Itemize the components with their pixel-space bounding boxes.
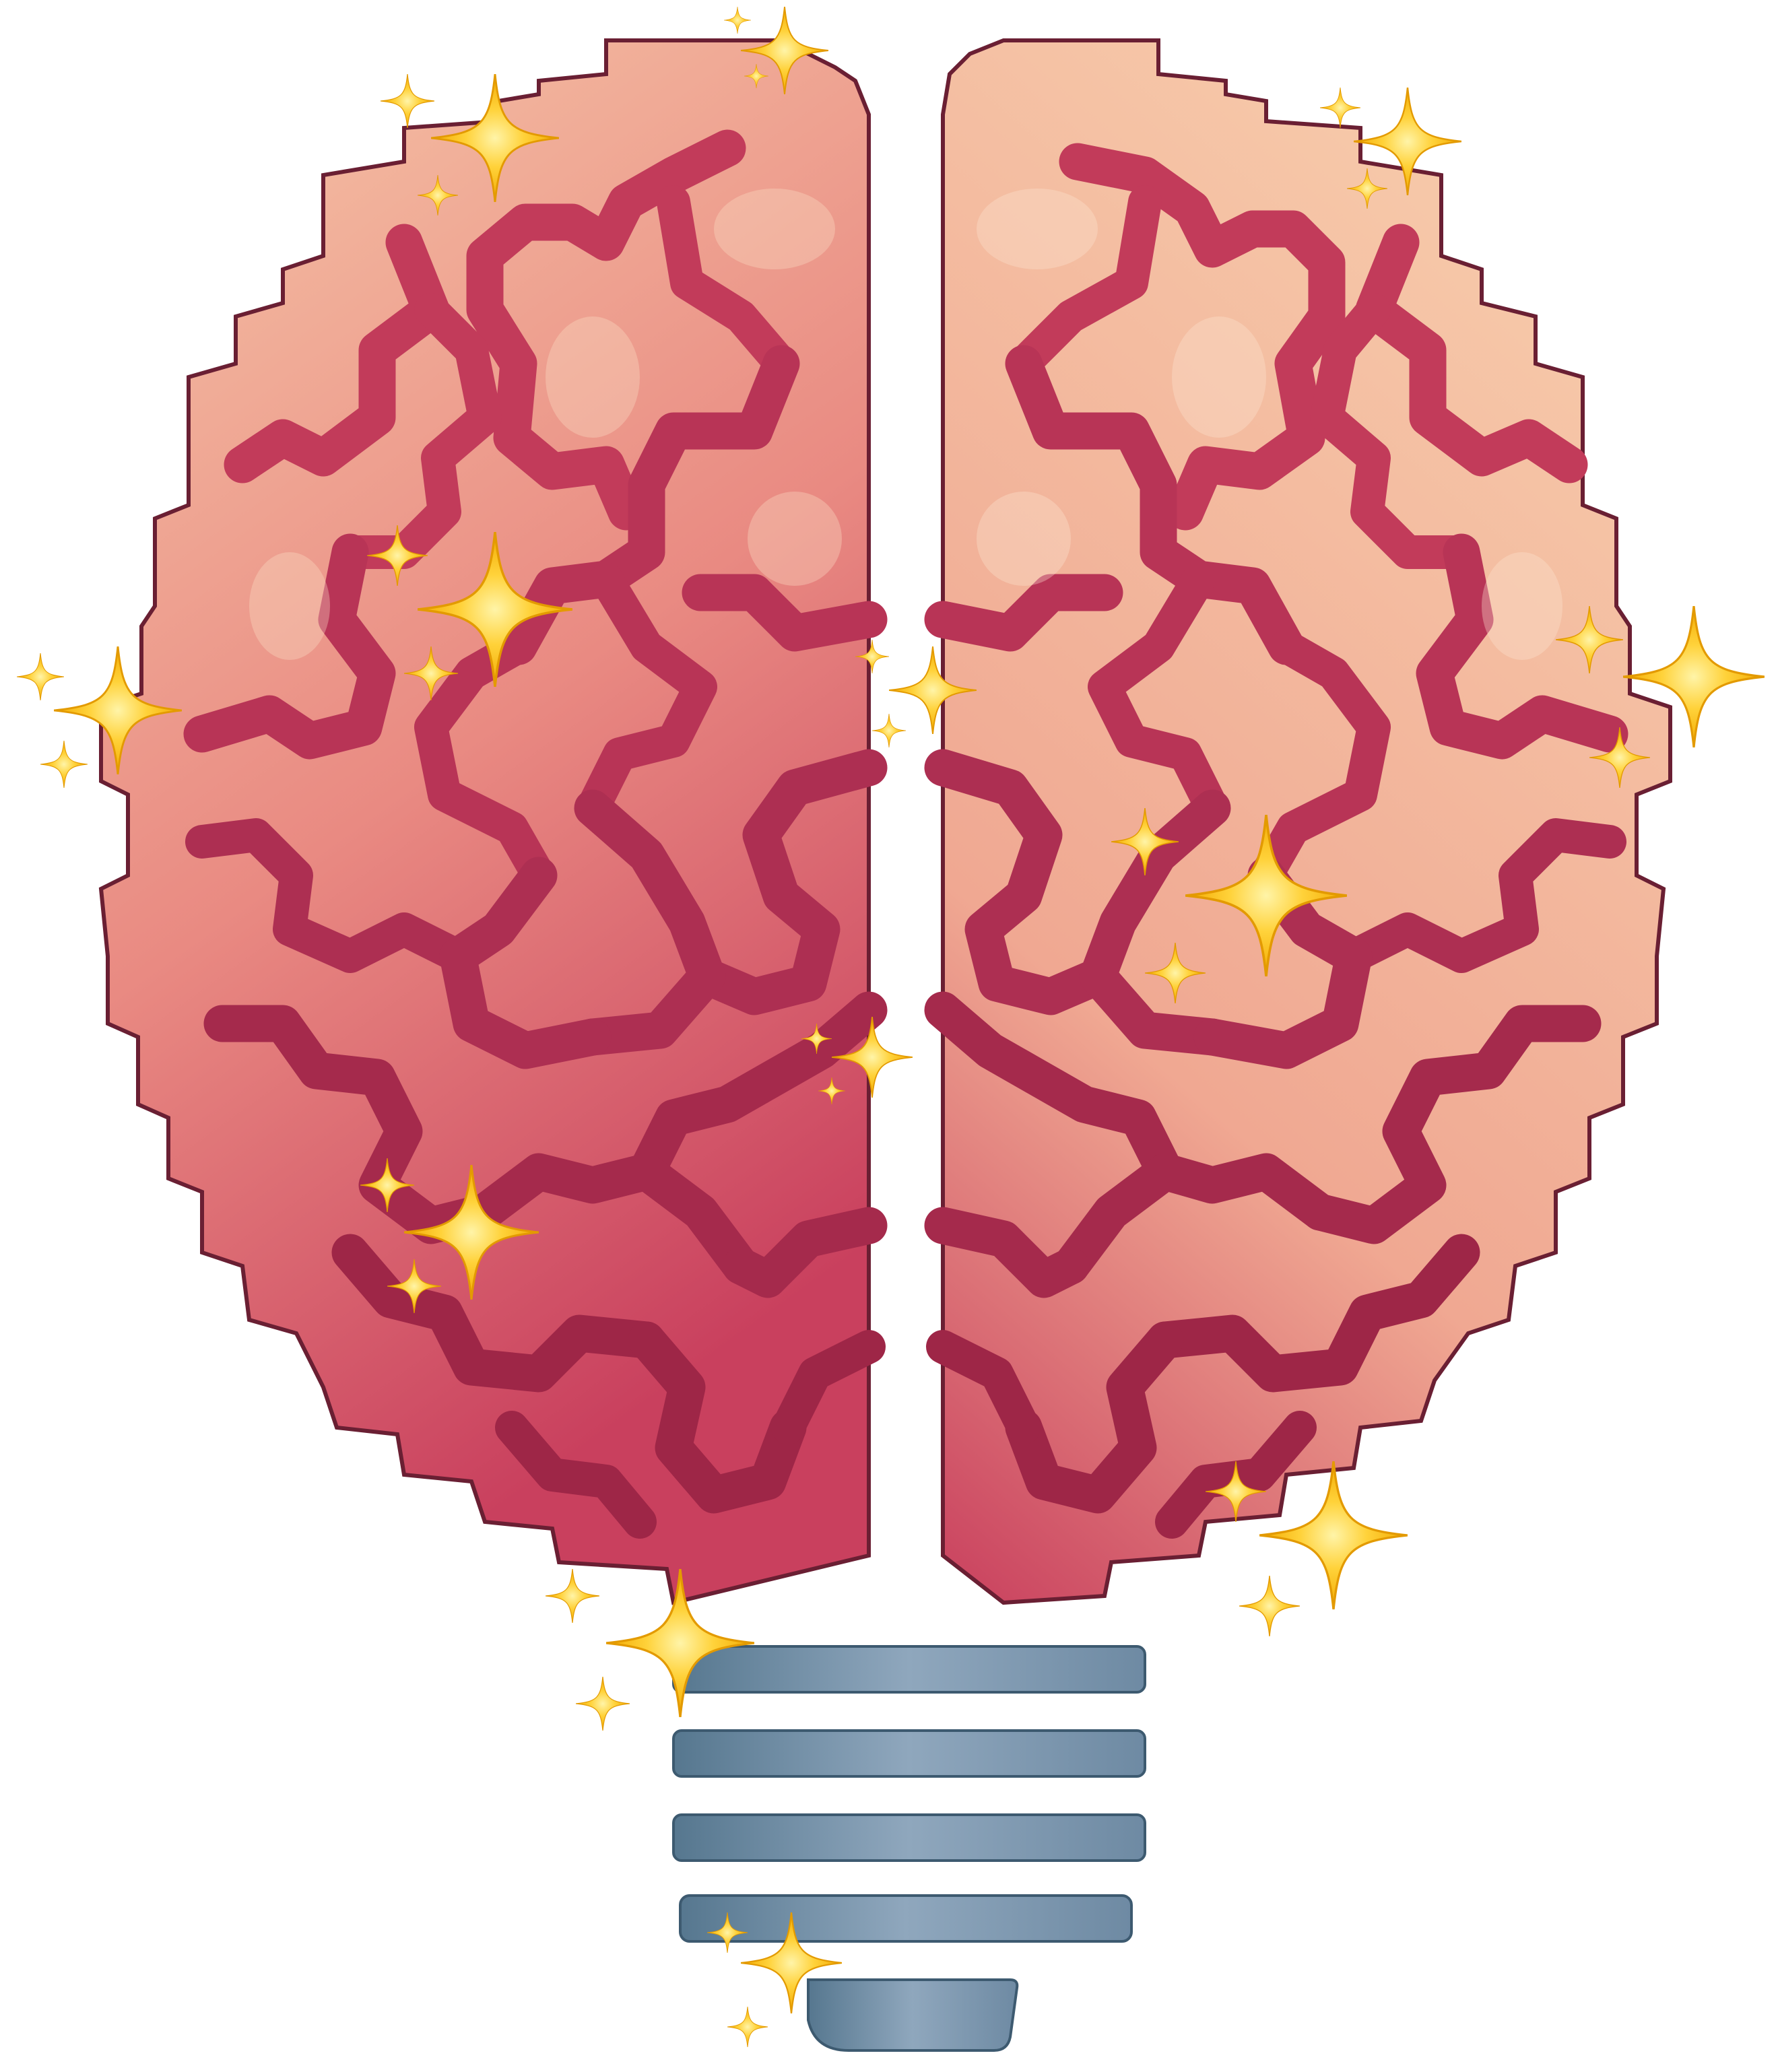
brain-left-hemisphere xyxy=(98,38,888,1605)
brain-right-highlights xyxy=(977,189,1562,660)
base-tip xyxy=(807,1978,1019,2052)
base-bar xyxy=(672,1645,1146,1694)
base-bar xyxy=(679,1894,1133,1943)
lightbulb-base-icon xyxy=(672,1645,1146,2052)
sparkle-icon xyxy=(1206,1461,1408,1636)
brain-right-sulci xyxy=(924,143,1628,1539)
base-bar xyxy=(672,1729,1146,1778)
brain-left-highlights xyxy=(249,189,842,660)
base-bar xyxy=(672,1813,1146,1862)
brain-right-hemisphere xyxy=(924,38,1672,1605)
brain-left-sulci xyxy=(183,129,888,1539)
